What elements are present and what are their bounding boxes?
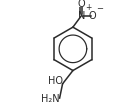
Text: O: O [89, 11, 96, 21]
Text: −: − [96, 4, 103, 13]
Text: O: O [77, 0, 85, 10]
Text: +: + [85, 3, 91, 12]
Text: H₂N: H₂N [41, 94, 60, 104]
Text: N: N [78, 11, 85, 21]
Text: HO: HO [48, 76, 63, 86]
